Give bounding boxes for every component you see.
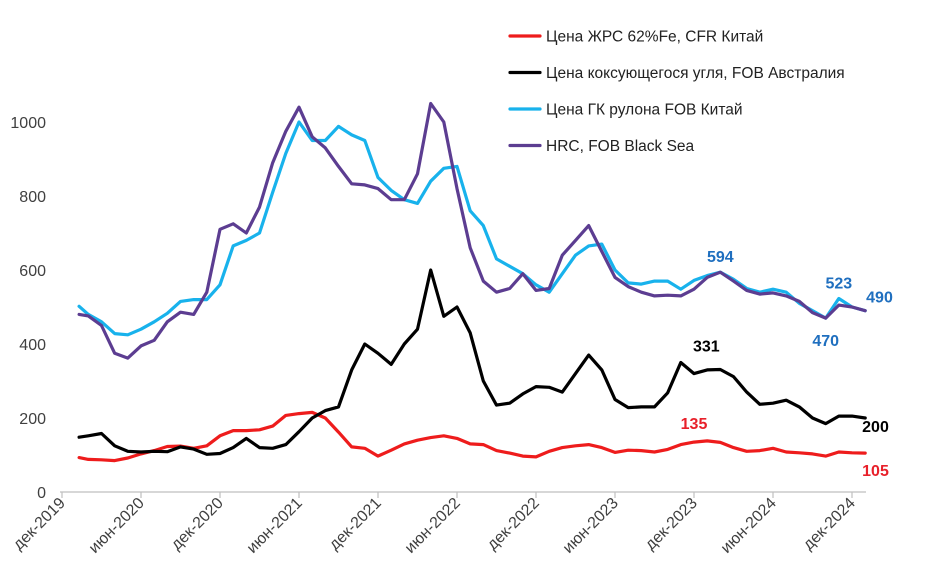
x-tick-label: дек-2024 <box>800 495 859 554</box>
x-tick-label: дек-2021 <box>326 495 385 554</box>
y-tick-label: 400 <box>19 337 46 354</box>
data-label-200: 200 <box>862 419 889 436</box>
x-tick-label: июн-2022 <box>402 495 464 557</box>
data-label-594: 594 <box>707 249 734 266</box>
legend-entry-3: Цена ГК рулона FOB Китай <box>546 102 743 119</box>
legend-entry-1: Цена ЖРС 62%Fe, CFR Китай <box>546 29 763 46</box>
x-tick-label: дек-2020 <box>168 495 227 554</box>
data-label-523: 523 <box>825 275 852 292</box>
series-line-2 <box>77 268 867 456</box>
x-tick-label: июн-2023 <box>560 495 622 557</box>
y-tick-label: 0 <box>37 485 46 502</box>
series-line-1 <box>77 410 867 463</box>
data-label-135: 135 <box>681 416 708 433</box>
data-label-490: 490 <box>866 290 893 307</box>
y-tick-label: 600 <box>19 263 46 280</box>
x-tick-label: июн-2020 <box>86 495 148 557</box>
x-tick-label: июн-2024 <box>718 495 780 557</box>
legend-entry-4: HRC, FOB Black Sea <box>546 138 695 155</box>
y-tick-label: 200 <box>19 411 46 428</box>
y-tick-label: 800 <box>19 189 46 206</box>
legend-entry-2: Цена коксующегося угля, FOB Австралия <box>546 65 845 82</box>
y-tick-label: 1000 <box>10 115 46 132</box>
data-label-105: 105 <box>862 463 889 480</box>
data-label-470: 470 <box>812 333 839 350</box>
x-tick-label: дек-2019 <box>10 495 69 554</box>
data-label-331: 331 <box>693 339 720 356</box>
series-line-3 <box>77 120 867 337</box>
x-tick-label: дек-2023 <box>642 495 701 554</box>
series-line-4 <box>77 101 867 360</box>
x-tick-label: июн-2021 <box>244 495 306 557</box>
x-tick-label: дек-2022 <box>484 495 543 554</box>
